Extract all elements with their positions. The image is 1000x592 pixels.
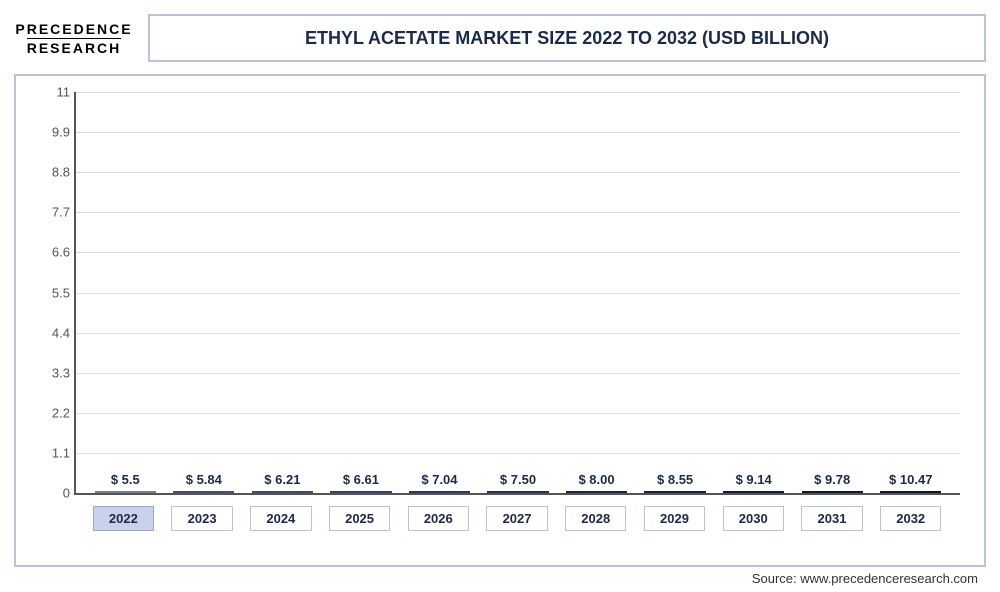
header-row: PRECEDENCE RESEARCH ETHYL ACETATE MARKET… (14, 10, 986, 66)
bar (95, 491, 156, 493)
y-tick-label: 4.4 (32, 325, 70, 340)
bar-slot: $ 6.21 (243, 472, 322, 493)
bar (330, 491, 391, 493)
bar (723, 491, 784, 493)
bar-value-label: $ 7.04 (421, 472, 457, 487)
grid-line (76, 333, 960, 334)
y-tick-label: 8.8 (32, 165, 70, 180)
plot-area: $ 5.5 $ 5.84 $ 6.21 $ 6.61 $ 7.04 $ 7.50 $ 8.0… (74, 92, 960, 495)
x-label-slot: 2024 (241, 506, 320, 531)
y-tick-label: 9.9 (32, 125, 70, 140)
x-label-slot: 2022 (84, 506, 163, 531)
grid-line (76, 92, 960, 93)
bar-slot: $ 7.50 (479, 472, 558, 493)
chart-title: ETHYL ACETATE MARKET SIZE 2022 TO 2032 (… (148, 14, 986, 62)
bar-value-label: $ 5.5 (111, 472, 140, 487)
y-tick-label: 7.7 (32, 205, 70, 220)
x-axis-label: 2023 (171, 506, 232, 531)
bar-slot: $ 9.14 (714, 472, 793, 493)
logo-line-1: PRECEDENCE (15, 21, 132, 37)
bar-slot: $ 5.84 (165, 472, 244, 493)
y-tick-label: 0 (32, 486, 70, 501)
bar-slot: $ 9.78 (793, 472, 872, 493)
grid-line (76, 132, 960, 133)
bar-slot: $ 8.00 (557, 472, 636, 493)
bar-value-label: $ 6.21 (264, 472, 300, 487)
bar-slot: $ 5.5 (86, 472, 165, 493)
chart-frame: $ 5.5 $ 5.84 $ 6.21 $ 6.61 $ 7.04 $ 7.50 $ 8.0… (14, 74, 986, 567)
bar-value-label: $ 9.78 (814, 472, 850, 487)
bar (173, 491, 234, 493)
grid-line (76, 413, 960, 414)
bar-value-label: $ 8.55 (657, 472, 693, 487)
x-label-slot: 2032 (871, 506, 950, 531)
x-axis-label: 2024 (250, 506, 311, 531)
x-label-slot: 2029 (635, 506, 714, 531)
x-axis-labels: 2022 2023 2024 2025 2026 2027 2028 2029 2030 2031… (74, 506, 960, 531)
bar (802, 491, 863, 493)
grid-line (76, 373, 960, 374)
x-axis-label: 2029 (644, 506, 705, 531)
y-tick-label: 6.6 (32, 245, 70, 260)
x-axis-label: 2030 (723, 506, 784, 531)
brand-logo: PRECEDENCE RESEARCH (14, 12, 134, 64)
bar (644, 491, 705, 493)
bar (880, 491, 941, 493)
grid-line (76, 252, 960, 253)
x-axis-label: 2028 (565, 506, 626, 531)
x-label-slot: 2023 (163, 506, 242, 531)
x-axis-label: 2025 (329, 506, 390, 531)
bar-value-label: $ 5.84 (186, 472, 222, 487)
x-axis-label: 2022 (93, 506, 154, 531)
y-tick-label: 5.5 (32, 285, 70, 300)
bar-value-label: $ 6.61 (343, 472, 379, 487)
bar-value-label: $ 7.50 (500, 472, 536, 487)
grid-line (76, 293, 960, 294)
x-label-slot: 2031 (793, 506, 872, 531)
y-tick-label: 1.1 (32, 445, 70, 460)
x-label-slot: 2025 (320, 506, 399, 531)
grid-line (76, 212, 960, 213)
x-axis-label: 2032 (880, 506, 941, 531)
x-axis-label: 2031 (801, 506, 862, 531)
bar (409, 491, 470, 493)
bar-slot: $ 7.04 (400, 472, 479, 493)
bar (566, 491, 627, 493)
bar-slot: $ 10.47 (871, 472, 950, 493)
x-label-slot: 2027 (478, 506, 557, 531)
bar (487, 491, 548, 493)
grid-line (76, 172, 960, 173)
y-tick-label: 2.2 (32, 405, 70, 420)
grid-line (76, 453, 960, 454)
x-axis-label: 2027 (486, 506, 547, 531)
bar-value-label: $ 9.14 (736, 472, 772, 487)
bar-slot: $ 8.55 (636, 472, 715, 493)
x-axis-label: 2026 (408, 506, 469, 531)
bar-slot: $ 6.61 (322, 472, 401, 493)
y-tick-label: 11 (32, 85, 70, 100)
logo-line-2: RESEARCH (27, 38, 122, 56)
x-label-slot: 2028 (556, 506, 635, 531)
bar-value-label: $ 8.00 (578, 472, 614, 487)
y-tick-label: 3.3 (32, 365, 70, 380)
page: PRECEDENCE RESEARCH ETHYL ACETATE MARKET… (0, 0, 1000, 592)
x-label-slot: 2030 (714, 506, 793, 531)
x-label-slot: 2026 (399, 506, 478, 531)
source-citation: Source: www.precedenceresearch.com (14, 571, 986, 586)
bar (252, 491, 313, 493)
bar-value-label: $ 10.47 (889, 472, 932, 487)
